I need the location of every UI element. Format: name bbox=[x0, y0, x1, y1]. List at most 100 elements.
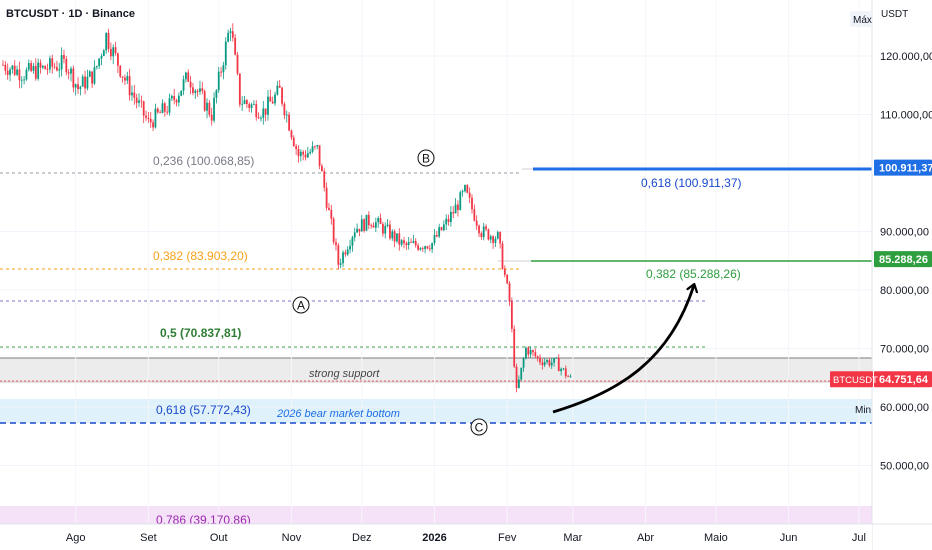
candle bbox=[4, 61, 7, 75]
candle bbox=[264, 108, 267, 122]
strong-support-zone bbox=[0, 358, 872, 382]
candle bbox=[182, 75, 185, 96]
candle bbox=[187, 69, 190, 83]
fib-lines bbox=[0, 172, 872, 424]
candle bbox=[569, 374, 572, 378]
candle bbox=[546, 358, 548, 365]
price-badge-label: 64.751,64 bbox=[879, 374, 929, 386]
time-tick-label: Mar bbox=[563, 532, 582, 544]
candle bbox=[562, 367, 565, 371]
candle bbox=[309, 148, 312, 155]
candle bbox=[349, 239, 351, 254]
candle bbox=[185, 71, 187, 83]
candle bbox=[548, 357, 551, 368]
candle bbox=[56, 60, 58, 72]
candle bbox=[494, 236, 497, 248]
candle bbox=[403, 236, 405, 249]
symbol-title[interactable]: BTCUSDT · 1D · Binance bbox=[6, 8, 135, 20]
candle bbox=[166, 105, 169, 115]
candle bbox=[457, 200, 459, 217]
candle bbox=[25, 67, 28, 81]
symbol-badge-label: BTCUSDT bbox=[833, 375, 878, 386]
candle bbox=[168, 93, 171, 116]
candle bbox=[86, 69, 89, 91]
candle bbox=[482, 222, 485, 241]
candle bbox=[88, 70, 91, 78]
candle bbox=[58, 62, 61, 78]
candle bbox=[269, 89, 272, 102]
candle bbox=[163, 101, 166, 117]
candle bbox=[567, 374, 570, 377]
candle bbox=[374, 217, 377, 233]
candle bbox=[9, 67, 11, 82]
time-tick-label: Set bbox=[140, 532, 157, 544]
candle bbox=[177, 92, 180, 107]
candle bbox=[63, 49, 65, 64]
purple-fib-zone bbox=[0, 506, 872, 524]
time-tick-label: Out bbox=[210, 532, 228, 544]
candle bbox=[135, 93, 138, 109]
candle bbox=[46, 63, 49, 75]
fib-label-0382: 0,382 (83.903,20) bbox=[153, 249, 248, 263]
price-badge: 85.288,26 bbox=[874, 251, 932, 268]
target-lines bbox=[498, 167, 872, 262]
candle bbox=[464, 184, 466, 193]
candle bbox=[84, 70, 86, 95]
min-label: Min bbox=[855, 405, 871, 416]
candle bbox=[506, 273, 509, 285]
candle bbox=[553, 357, 555, 367]
candle bbox=[114, 41, 117, 56]
candle bbox=[18, 61, 21, 89]
candle bbox=[53, 62, 56, 70]
candle bbox=[27, 59, 30, 72]
candle bbox=[208, 100, 211, 118]
candle bbox=[199, 80, 201, 95]
candle bbox=[138, 93, 140, 108]
candle bbox=[210, 107, 213, 126]
time-tick-label: Abr bbox=[637, 532, 654, 544]
wave-b-marker: B bbox=[417, 149, 435, 167]
price-axis[interactable]: USDT Máx Min 120.000,00 110.000,00 90.000,… bbox=[830, 0, 932, 550]
candle bbox=[377, 216, 380, 228]
candle bbox=[2, 60, 4, 66]
time-axis[interactable]: Ago Set Out Nov Dez 2026 Fev Mar Abr Maio Jun Jul bbox=[0, 523, 932, 550]
candle bbox=[438, 223, 441, 239]
candle bbox=[117, 52, 119, 74]
currency-label[interactable]: USDT bbox=[881, 9, 908, 20]
fib-label-0236: 0,236 (100.068,85) bbox=[153, 154, 254, 168]
candle bbox=[466, 184, 469, 194]
candlestick-series bbox=[2, 23, 572, 393]
candle bbox=[513, 325, 516, 368]
annotations: strong support 2026 bear market bottom bbox=[276, 368, 400, 420]
candle bbox=[351, 235, 354, 252]
candle bbox=[316, 144, 319, 150]
candle bbox=[203, 89, 206, 112]
price-tick-label: 90.000,00 bbox=[880, 227, 929, 239]
candle bbox=[503, 265, 506, 278]
candle bbox=[532, 349, 534, 357]
candle bbox=[398, 228, 401, 251]
candle bbox=[133, 84, 136, 105]
candle bbox=[112, 44, 115, 65]
candle bbox=[243, 95, 246, 105]
candle bbox=[145, 110, 147, 121]
max-label: Máx bbox=[853, 15, 872, 26]
candle bbox=[543, 358, 546, 368]
candle bbox=[363, 218, 366, 233]
candle bbox=[77, 77, 79, 94]
candle bbox=[487, 228, 490, 241]
price-ticks: 120.000,00 110.000,00 90.000,00 80.000,00 70… bbox=[880, 51, 932, 473]
candle bbox=[318, 145, 321, 170]
candle bbox=[499, 231, 502, 249]
candle bbox=[339, 258, 342, 269]
candle bbox=[389, 220, 391, 241]
candle bbox=[356, 223, 358, 234]
candle bbox=[431, 242, 434, 254]
candle bbox=[485, 224, 487, 232]
candle bbox=[241, 96, 244, 112]
candle bbox=[424, 245, 426, 254]
candle bbox=[381, 221, 384, 237]
candle bbox=[452, 206, 455, 219]
candle bbox=[449, 206, 452, 227]
